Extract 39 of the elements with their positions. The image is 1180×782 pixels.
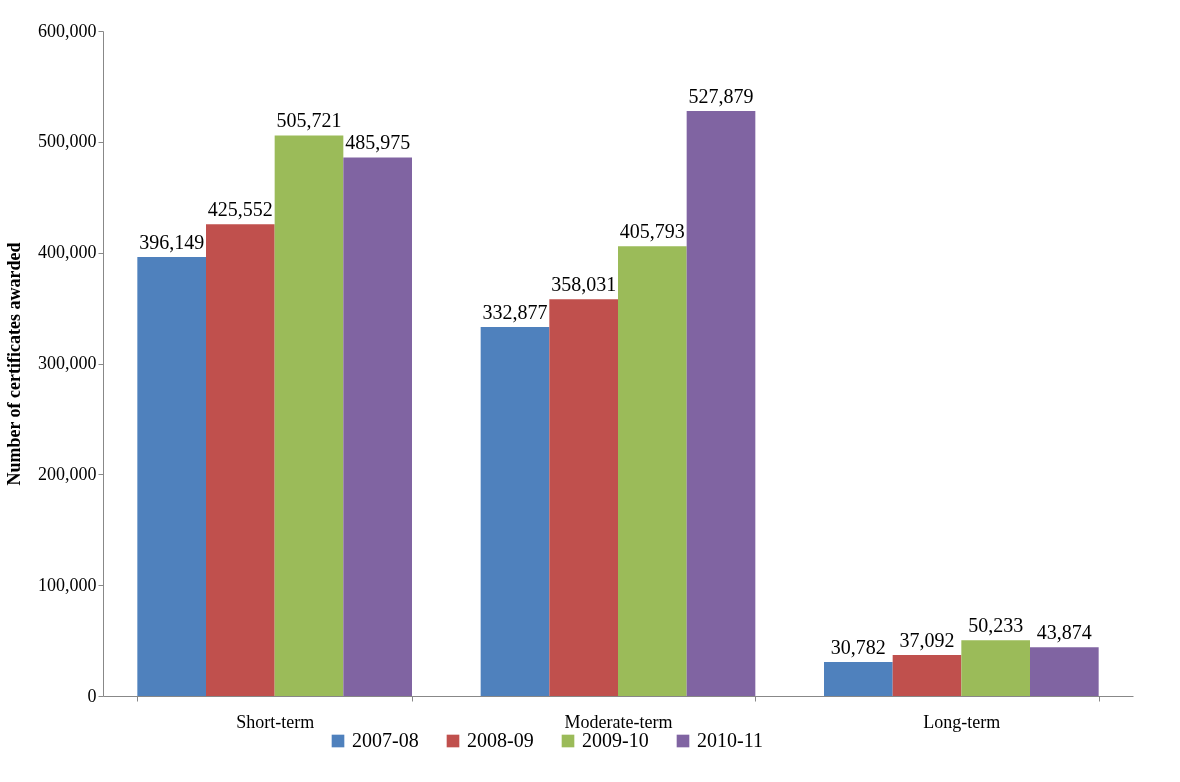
bar — [137, 256, 206, 696]
bar — [274, 135, 344, 696]
data-label: 425,552 — [207, 198, 273, 221]
y-tick-label: 600,000 — [38, 20, 97, 41]
data-label: 527,879 — [688, 84, 754, 107]
data-label: 30,782 — [830, 635, 886, 658]
y-tick-label: 400,000 — [38, 242, 97, 263]
bar — [1030, 647, 1099, 696]
bar — [824, 661, 893, 696]
bar — [480, 327, 550, 696]
data-label: 485,975 — [345, 131, 411, 154]
x-tick-label: Moderate-term — [564, 711, 673, 732]
x-tick-label: Short-term — [236, 711, 315, 732]
bar — [206, 224, 275, 696]
y-tick-label: 100,000 — [38, 574, 97, 595]
bar — [892, 654, 962, 696]
legend-label: 2009-10 — [582, 729, 649, 751]
data-label: 358,031 — [551, 273, 617, 296]
y-tick-label: 200,000 — [38, 463, 97, 484]
data-label: 396,149 — [139, 230, 205, 253]
y-tick-label: 300,000 — [38, 353, 97, 373]
data-label: 405,793 — [619, 220, 685, 243]
bar — [549, 299, 618, 696]
bar — [961, 640, 1030, 696]
legend-label: 2007-08 — [352, 729, 419, 751]
y-tick-label: 0 — [87, 685, 97, 706]
data-label: 505,721 — [276, 109, 342, 132]
bar — [618, 246, 687, 696]
x-tick-label: Long-term — [923, 711, 1001, 732]
bar — [686, 110, 756, 696]
bar — [343, 157, 412, 696]
data-label: 43,874 — [1036, 621, 1092, 644]
y-tick-label: 500,000 — [38, 131, 97, 152]
data-label: 37,092 — [899, 628, 955, 651]
y-axis-title: Number of certificates awarded — [4, 242, 24, 486]
legend-label: 2010-11 — [697, 729, 763, 751]
legend-label: 2008-09 — [467, 729, 534, 751]
data-label: 332,877 — [482, 301, 548, 324]
data-label: 50,233 — [968, 614, 1024, 637]
